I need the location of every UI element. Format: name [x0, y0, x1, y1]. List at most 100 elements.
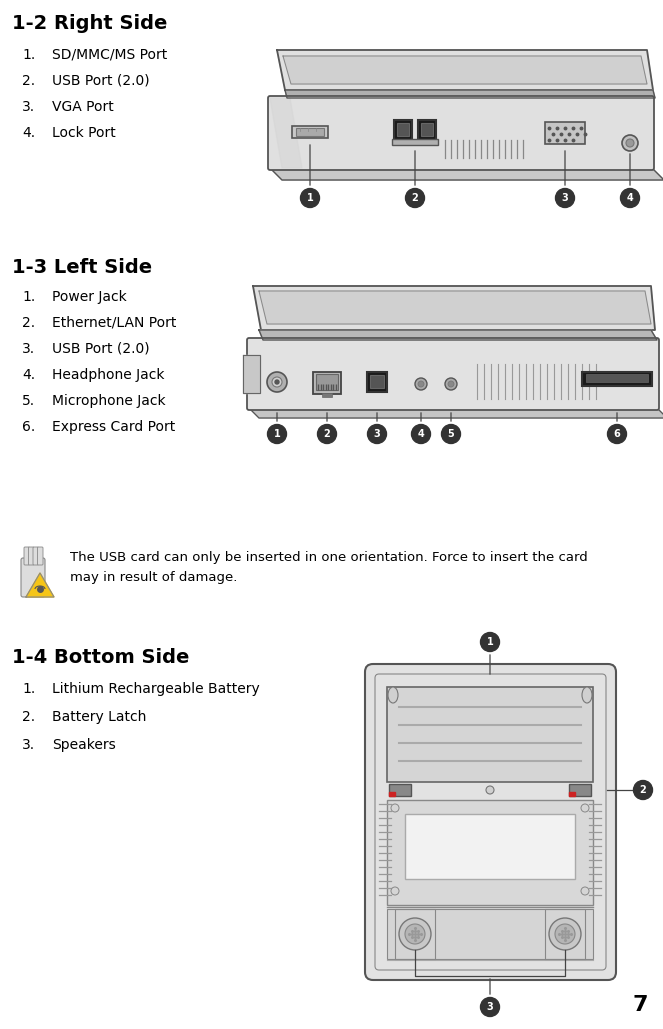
Text: 2: 2: [412, 193, 418, 203]
Text: 7: 7: [633, 995, 648, 1015]
Text: Ethernet/LAN Port: Ethernet/LAN Port: [52, 316, 176, 330]
Bar: [582, 372, 652, 386]
Text: Lock Port: Lock Port: [52, 126, 116, 140]
Text: 1.: 1.: [22, 682, 35, 696]
Circle shape: [415, 378, 427, 390]
Bar: [394, 120, 412, 140]
Bar: [586, 374, 648, 382]
Circle shape: [626, 139, 634, 147]
Text: USB Port (2.0): USB Port (2.0): [52, 74, 150, 88]
Text: 1: 1: [487, 637, 493, 647]
Text: 2: 2: [640, 785, 646, 795]
FancyBboxPatch shape: [21, 558, 45, 597]
FancyBboxPatch shape: [24, 547, 29, 565]
Text: VGA Port: VGA Port: [52, 100, 114, 114]
Bar: [392, 139, 438, 145]
Circle shape: [405, 924, 425, 944]
Text: USB Port (2.0): USB Port (2.0): [52, 342, 150, 356]
Circle shape: [581, 887, 589, 895]
Text: 6.: 6.: [22, 420, 35, 434]
Circle shape: [555, 924, 575, 944]
Circle shape: [367, 425, 387, 443]
Circle shape: [621, 188, 640, 208]
Bar: [569, 784, 591, 796]
Circle shape: [391, 887, 399, 895]
Ellipse shape: [582, 687, 592, 703]
Polygon shape: [285, 90, 655, 98]
Text: 1: 1: [274, 429, 280, 439]
Polygon shape: [277, 50, 653, 90]
Text: SD/MMC/MS Port: SD/MMC/MS Port: [52, 48, 167, 62]
Text: 3.: 3.: [22, 100, 35, 114]
Circle shape: [448, 381, 454, 387]
Text: 5: 5: [448, 429, 454, 439]
Circle shape: [412, 425, 430, 443]
Text: 3: 3: [487, 1002, 493, 1012]
Text: Microphone Jack: Microphone Jack: [52, 394, 166, 409]
Bar: [389, 784, 411, 796]
Circle shape: [272, 377, 282, 387]
FancyBboxPatch shape: [365, 664, 616, 980]
Text: Headphone Jack: Headphone Jack: [52, 368, 164, 382]
Text: Speakers: Speakers: [52, 738, 116, 752]
Polygon shape: [243, 355, 260, 393]
Bar: [418, 120, 436, 140]
Circle shape: [556, 188, 575, 208]
Circle shape: [318, 425, 337, 443]
Text: Express Card Port: Express Card Port: [52, 420, 175, 434]
Bar: [545, 122, 585, 144]
Bar: [387, 800, 593, 904]
Polygon shape: [259, 291, 651, 324]
Bar: [545, 909, 585, 959]
Circle shape: [549, 918, 581, 950]
Text: 2.: 2.: [22, 316, 35, 330]
Bar: [421, 123, 433, 136]
Text: 4: 4: [627, 193, 633, 203]
Text: 1-4 Bottom Side: 1-4 Bottom Side: [12, 648, 190, 667]
Circle shape: [442, 425, 461, 443]
Text: 3.: 3.: [22, 342, 35, 356]
Polygon shape: [259, 330, 657, 340]
Circle shape: [445, 378, 457, 390]
Polygon shape: [270, 168, 663, 180]
Circle shape: [418, 381, 424, 387]
Text: 1.: 1.: [22, 48, 35, 62]
Bar: [370, 375, 384, 388]
Bar: [296, 128, 324, 136]
FancyBboxPatch shape: [38, 547, 43, 565]
Text: 2.: 2.: [22, 710, 35, 724]
Circle shape: [486, 786, 494, 794]
Text: Lithium Rechargeable Battery: Lithium Rechargeable Battery: [52, 682, 260, 696]
Text: 1-3 Left Side: 1-3 Left Side: [12, 258, 152, 277]
Bar: [313, 372, 341, 394]
Bar: [397, 123, 409, 136]
Polygon shape: [283, 56, 647, 84]
Polygon shape: [389, 792, 395, 796]
FancyBboxPatch shape: [33, 547, 38, 565]
Circle shape: [581, 804, 589, 812]
Bar: [405, 814, 575, 879]
Polygon shape: [253, 286, 655, 330]
Text: 1-2 Right Side: 1-2 Right Side: [12, 14, 167, 33]
Bar: [316, 374, 338, 390]
Polygon shape: [270, 98, 302, 168]
Text: The USB card can only be inserted in one orientation. Force to insert the card: The USB card can only be inserted in one…: [70, 551, 588, 564]
Ellipse shape: [388, 687, 398, 703]
Bar: [395, 909, 435, 959]
Text: 4.: 4.: [22, 126, 35, 140]
Text: Battery Latch: Battery Latch: [52, 710, 147, 724]
Text: 1.: 1.: [22, 290, 35, 304]
Text: 3: 3: [562, 193, 568, 203]
Text: 4.: 4.: [22, 368, 35, 382]
Circle shape: [399, 918, 431, 950]
Text: 5.: 5.: [22, 394, 35, 409]
FancyBboxPatch shape: [268, 96, 654, 170]
Text: 3.: 3.: [22, 738, 35, 752]
Bar: [322, 393, 332, 397]
Bar: [367, 372, 387, 392]
Circle shape: [622, 135, 638, 151]
Text: 3: 3: [374, 429, 381, 439]
Text: 4: 4: [418, 429, 424, 439]
Polygon shape: [26, 573, 54, 597]
Polygon shape: [569, 792, 575, 796]
